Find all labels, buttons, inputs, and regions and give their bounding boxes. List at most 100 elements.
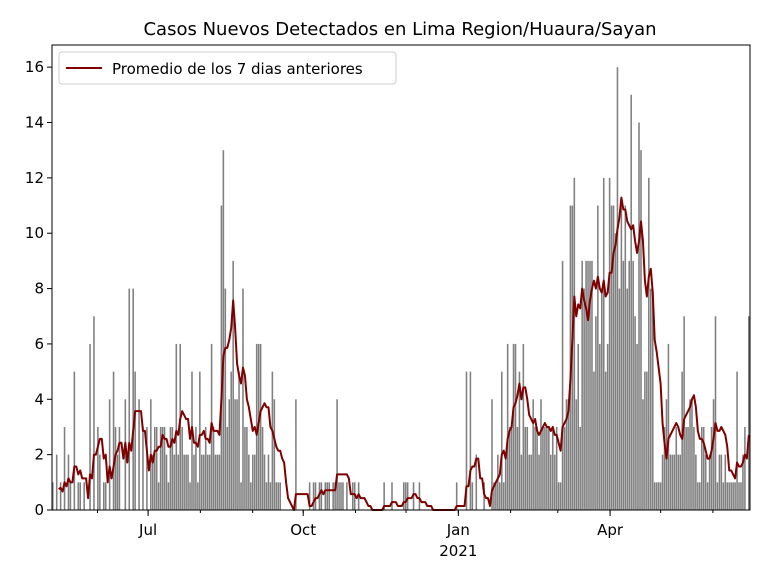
bar bbox=[679, 454, 681, 510]
bar bbox=[332, 482, 334, 510]
y-axis: 0 2 4 6 8 10 12 14 16 bbox=[25, 58, 52, 519]
bar bbox=[212, 426, 215, 510]
bar bbox=[677, 454, 680, 510]
bar bbox=[606, 343, 609, 510]
bar bbox=[706, 482, 709, 510]
bar bbox=[214, 454, 217, 510]
bar bbox=[265, 482, 268, 510]
bar bbox=[546, 426, 548, 510]
bar bbox=[134, 371, 136, 510]
bar bbox=[624, 205, 627, 511]
bar bbox=[655, 482, 658, 510]
bar bbox=[469, 371, 472, 510]
bar bbox=[687, 426, 689, 510]
bar bbox=[383, 482, 385, 510]
bar bbox=[116, 454, 119, 510]
bar bbox=[589, 260, 591, 510]
bar bbox=[612, 205, 615, 511]
bar bbox=[312, 482, 315, 510]
bar bbox=[591, 260, 593, 510]
bar bbox=[157, 482, 160, 510]
bar bbox=[561, 260, 564, 510]
bar bbox=[567, 399, 570, 510]
bar bbox=[206, 454, 209, 510]
bar bbox=[608, 177, 611, 511]
bar bbox=[236, 399, 238, 510]
bar bbox=[146, 426, 148, 510]
bar bbox=[171, 426, 174, 510]
bar bbox=[626, 288, 629, 510]
x-year-label: 2021 bbox=[439, 542, 477, 560]
bar bbox=[573, 177, 576, 511]
bar bbox=[700, 426, 703, 510]
bar bbox=[338, 482, 340, 510]
bar bbox=[712, 399, 715, 510]
bar bbox=[204, 426, 207, 510]
bar bbox=[695, 454, 697, 510]
bar bbox=[693, 426, 695, 510]
bar bbox=[402, 482, 405, 510]
bar bbox=[738, 482, 740, 510]
bar bbox=[250, 482, 252, 510]
bar bbox=[653, 482, 656, 510]
bar bbox=[516, 426, 519, 510]
bar bbox=[308, 482, 311, 510]
bars-group bbox=[52, 67, 750, 511]
bar bbox=[614, 233, 617, 510]
bar bbox=[336, 399, 338, 510]
bar bbox=[661, 454, 664, 510]
bar bbox=[740, 482, 742, 510]
bar bbox=[673, 454, 676, 510]
bar bbox=[114, 426, 117, 510]
bar bbox=[618, 288, 621, 510]
legend-label: Promedio de los 7 dias anteriores bbox=[112, 60, 363, 78]
bar bbox=[406, 482, 409, 510]
bar bbox=[630, 94, 632, 510]
bar bbox=[201, 454, 203, 510]
bar bbox=[636, 343, 638, 510]
bar bbox=[600, 288, 603, 510]
bar bbox=[161, 426, 164, 510]
bar bbox=[418, 482, 421, 510]
bar bbox=[734, 482, 736, 510]
bar bbox=[593, 371, 595, 510]
bar bbox=[689, 399, 691, 510]
bar bbox=[597, 205, 599, 511]
bar bbox=[326, 482, 329, 510]
bar bbox=[351, 482, 354, 510]
bar bbox=[720, 454, 723, 510]
bar bbox=[512, 343, 515, 510]
bar bbox=[638, 122, 640, 510]
y-tick-label: 4 bbox=[34, 390, 44, 408]
bar bbox=[748, 316, 750, 510]
bar bbox=[261, 426, 264, 510]
bar bbox=[550, 454, 552, 510]
y-tick-label: 2 bbox=[34, 446, 44, 464]
bar bbox=[714, 316, 717, 510]
bar bbox=[112, 371, 115, 510]
bar bbox=[542, 426, 544, 510]
plot-frame bbox=[51, 44, 751, 511]
bar bbox=[506, 343, 509, 510]
bar bbox=[165, 454, 168, 510]
legend-box bbox=[58, 51, 397, 85]
bar bbox=[269, 482, 272, 510]
bar bbox=[391, 482, 393, 510]
bar bbox=[518, 371, 521, 510]
bar bbox=[532, 399, 534, 510]
bar bbox=[404, 482, 407, 510]
bar bbox=[644, 371, 646, 510]
bar bbox=[604, 371, 607, 510]
bar bbox=[159, 426, 162, 510]
bar bbox=[77, 482, 80, 510]
bar bbox=[730, 482, 732, 510]
bar bbox=[659, 482, 662, 510]
bar bbox=[183, 454, 185, 510]
bar bbox=[553, 454, 556, 510]
legend: Promedio de los 7 dias anteriores bbox=[58, 51, 397, 85]
bar bbox=[175, 343, 178, 510]
bar bbox=[79, 482, 82, 510]
bar bbox=[220, 205, 223, 511]
bar bbox=[267, 454, 270, 510]
